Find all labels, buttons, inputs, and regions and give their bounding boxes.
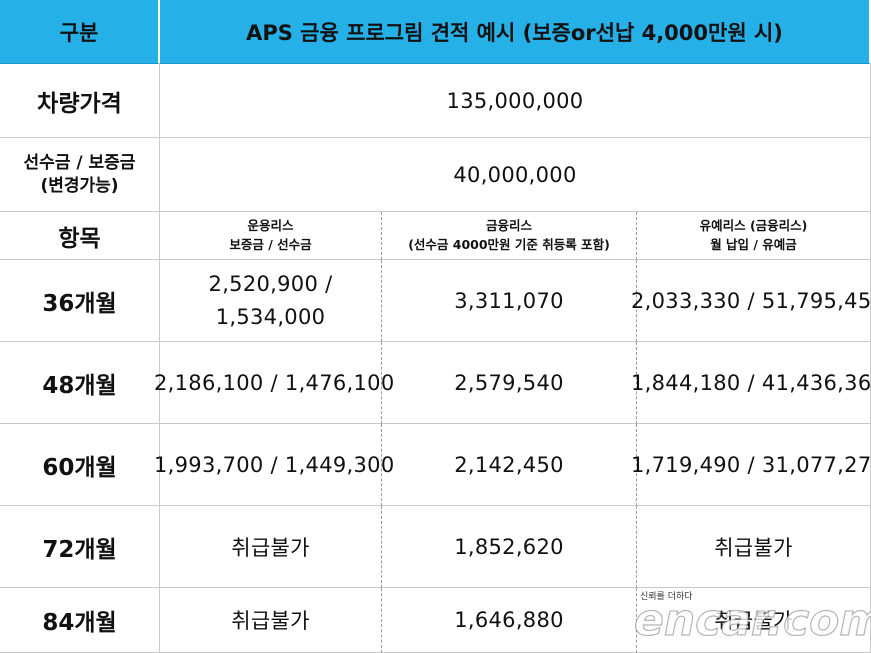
deferred-lease-value: 1,844,180 / 41,436,360 (631, 342, 871, 424)
col-deferred-lease-subtitle: 월 납입 / 유예금 (710, 236, 797, 252)
deferred-lease-value-text: 2,033,330 / 51,795,450 (631, 288, 871, 313)
operating-lease-value: 2,520,900 / 1,534,000 (160, 260, 382, 342)
deferred-lease-value: 1,719,490 / 31,077,270 (631, 424, 871, 506)
deposit-value: 40,000,000 (160, 138, 871, 212)
price-value: 135,000,000 (160, 64, 871, 138)
header-title: APS 금융 프로그림 견적 예시 (보증or선납 4,000만원 시) (160, 0, 871, 64)
col-finance-lease-header: 금융리스 (선수금 4000만원 기준 취등록 포함) (382, 212, 637, 260)
deferred-lease-value-text: 취급불가 (714, 609, 793, 633)
deferred-lease-value: 2,033,330 / 51,795,450 (631, 260, 871, 342)
operating-lease-value-line2: 1,534,000 (215, 304, 326, 329)
operating-lease-value-line1: 2,520,900 / (208, 271, 333, 296)
deferred-lease-value-text: 취급불가 (714, 535, 793, 560)
term-label: 84개월 (0, 588, 160, 653)
term-label-text: 36개월 (42, 290, 117, 317)
finance-lease-value-text: 2,579,540 (454, 370, 564, 395)
finance-lease-value-text: 1,646,880 (454, 608, 564, 632)
deposit-label-line1: 선수금 / 보증금 (23, 152, 136, 173)
term-label: 72개월 (0, 506, 160, 588)
price-label-text: 차량가격 (37, 90, 122, 117)
term-label: 36개월 (0, 260, 160, 342)
term-label: 48개월 (0, 342, 160, 424)
price-label: 차량가격 (0, 64, 160, 138)
operating-lease-value: 2,186,100 / 1,476,100 (154, 342, 394, 424)
term-label-text: 72개월 (42, 536, 117, 563)
col-deferred-lease-header: 유예리스 (금융리스) 월 납입 / 유예금 (637, 212, 871, 260)
finance-lease-value-text: 3,311,070 (454, 288, 564, 313)
deferred-lease-value: 취급불가 (637, 506, 871, 588)
price-value-text: 135,000,000 (446, 88, 584, 113)
deposit-value-text: 40,000,000 (453, 162, 577, 187)
operating-lease-value-text: 취급불가 (231, 535, 310, 560)
finance-lease-value: 1,852,620 (382, 506, 637, 588)
finance-lease-value-text: 2,142,450 (454, 452, 564, 477)
finance-lease-value: 3,311,070 (382, 260, 637, 342)
finance-lease-value: 1,646,880 (382, 588, 637, 653)
finance-lease-value: 2,579,540 (382, 342, 637, 424)
deferred-lease-value-text: 1,844,180 / 41,436,360 (631, 370, 871, 395)
deferred-lease-value: 취급불가 (637, 588, 871, 653)
col-finance-lease-subtitle: (선수금 4000만원 기준 취등록 포함) (408, 236, 610, 252)
header-title-text: APS 금융 프로그림 견적 예시 (보증or선납 4,000만원 시) (246, 20, 783, 45)
deposit-label-line2: (변경가능) (40, 175, 119, 196)
deferred-lease-value-text: 1,719,490 / 31,077,270 (631, 452, 871, 477)
deposit-label: 선수금 / 보증금 (변경가능) (0, 138, 160, 212)
header-category: 구분 (0, 0, 160, 64)
item-header-text: 항목 (58, 225, 101, 252)
col-finance-lease-title: 금융리스 (485, 217, 532, 233)
operating-lease-value-text: 1,993,700 / 1,449,300 (154, 452, 395, 477)
col-deferred-lease-title: 유예리스 (금융리스) (699, 217, 808, 233)
col-operating-lease-subtitle: 보증금 / 선수금 (229, 236, 312, 252)
term-label-text: 84개월 (42, 610, 117, 636)
operating-lease-value: 취급불가 (160, 588, 382, 653)
finance-lease-value: 2,142,450 (382, 424, 637, 506)
item-header: 항목 (0, 212, 160, 260)
col-operating-lease-header: 운용리스 보증금 / 선수금 (160, 212, 382, 260)
operating-lease-value-text: 2,186,100 / 1,476,100 (154, 370, 395, 395)
header-category-label: 구분 (59, 20, 99, 45)
term-label-text: 48개월 (42, 372, 117, 399)
finance-lease-value-text: 1,852,620 (454, 534, 564, 559)
operating-lease-value: 취급불가 (160, 506, 382, 588)
operating-lease-value: 1,993,700 / 1,449,300 (154, 424, 394, 506)
col-operating-lease-title: 운용리스 (247, 217, 294, 233)
term-label-text: 60개월 (42, 454, 117, 481)
operating-lease-value-text: 취급불가 (231, 609, 310, 633)
term-label: 60개월 (0, 424, 160, 506)
